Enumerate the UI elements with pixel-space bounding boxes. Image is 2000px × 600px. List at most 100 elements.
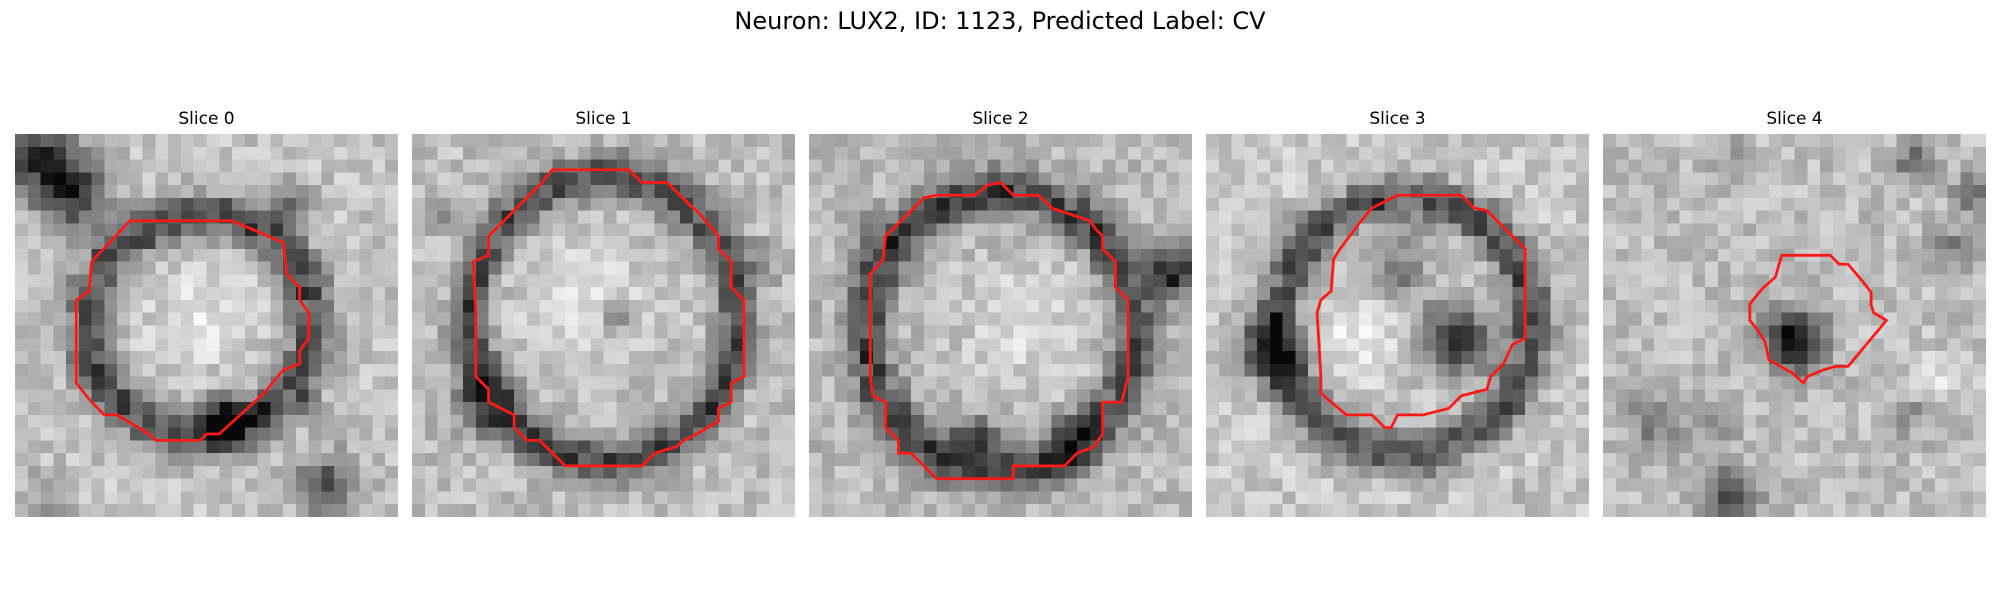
- pixel: [1333, 376, 1347, 390]
- pixel: [1128, 210, 1142, 224]
- pixel: [1743, 185, 1757, 199]
- pixel: [1794, 491, 1808, 505]
- pixel: [539, 261, 553, 275]
- pixel: [898, 287, 912, 301]
- pixel: [936, 465, 950, 479]
- pixel: [1295, 172, 1309, 186]
- pixel: [1397, 172, 1411, 186]
- pixel: [1896, 223, 1910, 237]
- pixel: [743, 134, 757, 148]
- pixel: [1768, 338, 1782, 352]
- pixel: [1218, 172, 1232, 186]
- pixel: [1448, 363, 1462, 377]
- pixel: [692, 465, 706, 479]
- pixel: [743, 338, 757, 352]
- pixel: [987, 453, 1001, 467]
- pixel: [1102, 185, 1116, 199]
- pixel: [1461, 248, 1475, 262]
- pixel: [1218, 465, 1232, 479]
- pixel: [654, 427, 668, 441]
- pixel: [1128, 236, 1142, 250]
- slice-panel: Slice 2: [809, 108, 1192, 517]
- pixel-grid: [15, 134, 398, 517]
- pixel: [1140, 261, 1154, 275]
- pixel: [1679, 402, 1693, 416]
- pixel: [1013, 414, 1027, 428]
- pixel: [1512, 363, 1526, 377]
- pixel: [180, 453, 194, 467]
- pixel: [1308, 236, 1322, 250]
- pixel: [641, 351, 655, 365]
- pixel: [743, 287, 757, 301]
- pixel: [1781, 427, 1795, 441]
- pixel: [463, 197, 477, 211]
- pixel: [1206, 236, 1220, 250]
- pixel: [1140, 363, 1154, 377]
- pixel: [180, 197, 194, 211]
- pixel: [1051, 491, 1065, 505]
- pixel: [219, 389, 233, 403]
- pixel: [308, 389, 322, 403]
- pixel: [1000, 159, 1014, 173]
- pixel: [731, 159, 745, 173]
- pixel: [219, 146, 233, 160]
- pixel: [180, 491, 194, 505]
- pixel: [898, 134, 912, 148]
- pixel: [1794, 465, 1808, 479]
- pixel: [257, 453, 271, 467]
- grayscale-micrograph: [1206, 134, 1589, 517]
- pixel: [1206, 172, 1220, 186]
- pixel: [372, 223, 386, 237]
- pixel: [1051, 338, 1065, 352]
- pixel: [91, 172, 105, 186]
- pixel: [1423, 478, 1437, 492]
- pixel: [1333, 210, 1347, 224]
- pixel: [743, 146, 757, 160]
- pixel: [66, 287, 80, 301]
- pixel: [1858, 491, 1872, 505]
- pixel: [1909, 478, 1923, 492]
- pixel: [1845, 478, 1859, 492]
- pixel: [1179, 491, 1192, 505]
- pixel: [359, 478, 373, 492]
- pixel: [1845, 465, 1859, 479]
- pixel: [1525, 453, 1539, 467]
- pixel: [450, 440, 464, 454]
- pixel: [1077, 159, 1091, 173]
- pixel: [1077, 402, 1091, 416]
- pixel: [104, 402, 118, 416]
- pixel: [1359, 376, 1373, 390]
- pixel: [270, 491, 284, 505]
- pixel: [463, 312, 477, 326]
- pixel: [590, 299, 604, 313]
- pixel: [15, 504, 29, 517]
- pixel: [1896, 363, 1910, 377]
- pixel: [283, 465, 297, 479]
- pixel: [270, 440, 284, 454]
- pixel: [308, 261, 322, 275]
- pixel: [756, 287, 770, 301]
- pixel: [1525, 491, 1539, 505]
- pixel: [667, 299, 681, 313]
- pixel: [1768, 146, 1782, 160]
- pixel: [257, 427, 271, 441]
- pixel: [603, 491, 617, 505]
- pixel: [117, 299, 131, 313]
- pixel: [1474, 146, 1488, 160]
- pixel: [321, 146, 335, 160]
- pixel: [1102, 453, 1116, 467]
- pixel: [1499, 440, 1513, 454]
- pixel: [1244, 197, 1258, 211]
- pixel: [692, 338, 706, 352]
- pixel: [1000, 478, 1014, 492]
- pixel: [1512, 223, 1526, 237]
- pixel: [1576, 274, 1589, 288]
- pixel: [1512, 504, 1526, 517]
- pixel: [91, 210, 105, 224]
- pixel: [1960, 465, 1974, 479]
- pixel: [872, 312, 886, 326]
- pixel: [206, 402, 220, 416]
- pixel: [1346, 478, 1360, 492]
- pixel: [27, 185, 41, 199]
- pixel: [1615, 185, 1629, 199]
